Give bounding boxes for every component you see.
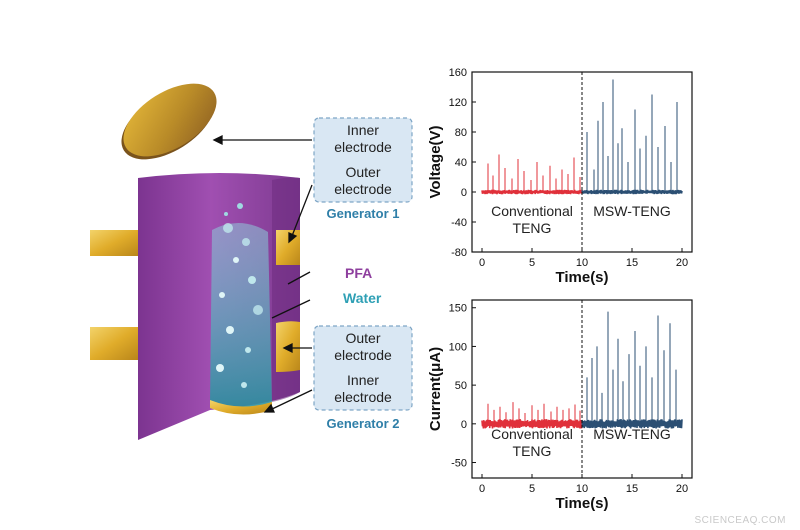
y-tick-label: 150 — [449, 303, 467, 315]
x-tick-label: 0 — [479, 483, 485, 495]
region-label-conventional-line1: Conventional — [491, 203, 573, 219]
region-label-msw: MSW-TENG — [593, 426, 671, 442]
y-tick-label: 40 — [455, 157, 467, 169]
arrow-pfa — [287, 271, 311, 285]
region-label-conventional-line1: Conventional — [491, 426, 573, 442]
region-label-msw: MSW-TENG — [593, 203, 671, 219]
device-diagram: Inner electrode Outer electrode Generato… — [90, 83, 413, 440]
x-tick-label: 10 — [576, 257, 588, 269]
x-axis-title: Time(s) — [555, 269, 608, 286]
generator1-box — [313, 117, 413, 203]
arrowhead — [212, 134, 223, 146]
box1-line2: electrode — [334, 139, 392, 155]
x-tick-label: 5 — [529, 257, 535, 269]
x-tick-label: 15 — [626, 257, 638, 269]
y-tick-label: 50 — [455, 380, 467, 392]
noise-band — [581, 419, 683, 429]
x-tick-label: 15 — [626, 483, 638, 495]
y-tick-label: -80 — [451, 247, 467, 259]
region-label-conventional-line2: TENG — [513, 220, 552, 236]
watermark: SCIENCEAQ.COM — [694, 515, 786, 526]
noise-band — [481, 189, 583, 195]
series-conventional — [481, 402, 583, 429]
y-tick-label: -40 — [451, 217, 467, 229]
bottom-electrode-ring — [210, 400, 272, 415]
box2-line3: Inner — [347, 372, 379, 388]
arrowhead — [282, 342, 293, 354]
x-tick-label: 20 — [676, 257, 688, 269]
y-tick-label: 80 — [455, 127, 467, 139]
region-label-conventional-line2: TENG — [513, 443, 552, 459]
arrowhead — [263, 403, 275, 413]
y-tick-label: 100 — [449, 341, 467, 353]
arrow-outer-electrode-top — [291, 184, 313, 237]
y-tick-label: 160 — [449, 67, 467, 79]
series-msw — [581, 79, 683, 195]
x-tick-label: 10 — [576, 483, 588, 495]
generator2-label: Generator 2 — [327, 416, 400, 431]
current-chart: 150 100 50 0 -50 0 5 10 15 20 Time(s) Current(μA) Co… — [427, 299, 693, 512]
box2-line4: electrode — [334, 389, 392, 405]
arrowhead — [288, 232, 298, 244]
y-tick-label: 0 — [461, 187, 467, 199]
water-label: Water — [343, 290, 382, 306]
pfa-label: PFA — [345, 265, 372, 281]
x-axis-title: Time(s) — [555, 495, 608, 512]
y-axis-title: Current(μA) — [427, 347, 444, 431]
top-electrode-disc — [121, 83, 217, 160]
electrode-band-upper — [276, 230, 300, 265]
noise-band — [581, 189, 683, 195]
box1-line4: electrode — [334, 181, 392, 197]
box1-line3: Outer — [345, 164, 380, 180]
series-conventional — [481, 154, 583, 195]
y-tick-label: 0 — [461, 419, 467, 431]
voltage-chart: 160 120 80 40 0 -40 -80 0 5 10 15 20 Time(s) Voltage(… — [427, 67, 693, 286]
water-column — [210, 203, 272, 409]
box2-line2: electrode — [334, 347, 392, 363]
y-tick-label: -50 — [451, 458, 467, 470]
x-tick-label: 20 — [676, 483, 688, 495]
series-msw — [581, 311, 683, 429]
box1-line1: Inner — [347, 122, 379, 138]
arrow-inner-electrode-bottom — [269, 389, 313, 411]
arrow-water — [271, 299, 311, 319]
electrode-strip-lower-left — [90, 327, 138, 360]
box2-line1: Outer — [345, 330, 380, 346]
y-axis-title: Voltage(V) — [427, 125, 444, 198]
y-tick-label: 120 — [449, 97, 467, 109]
generator1-label: Generator 1 — [327, 206, 400, 221]
generator2-box — [313, 325, 413, 411]
electrode-strip-upper-left — [90, 230, 138, 256]
x-tick-label: 0 — [479, 257, 485, 269]
x-tick-label: 5 — [529, 483, 535, 495]
